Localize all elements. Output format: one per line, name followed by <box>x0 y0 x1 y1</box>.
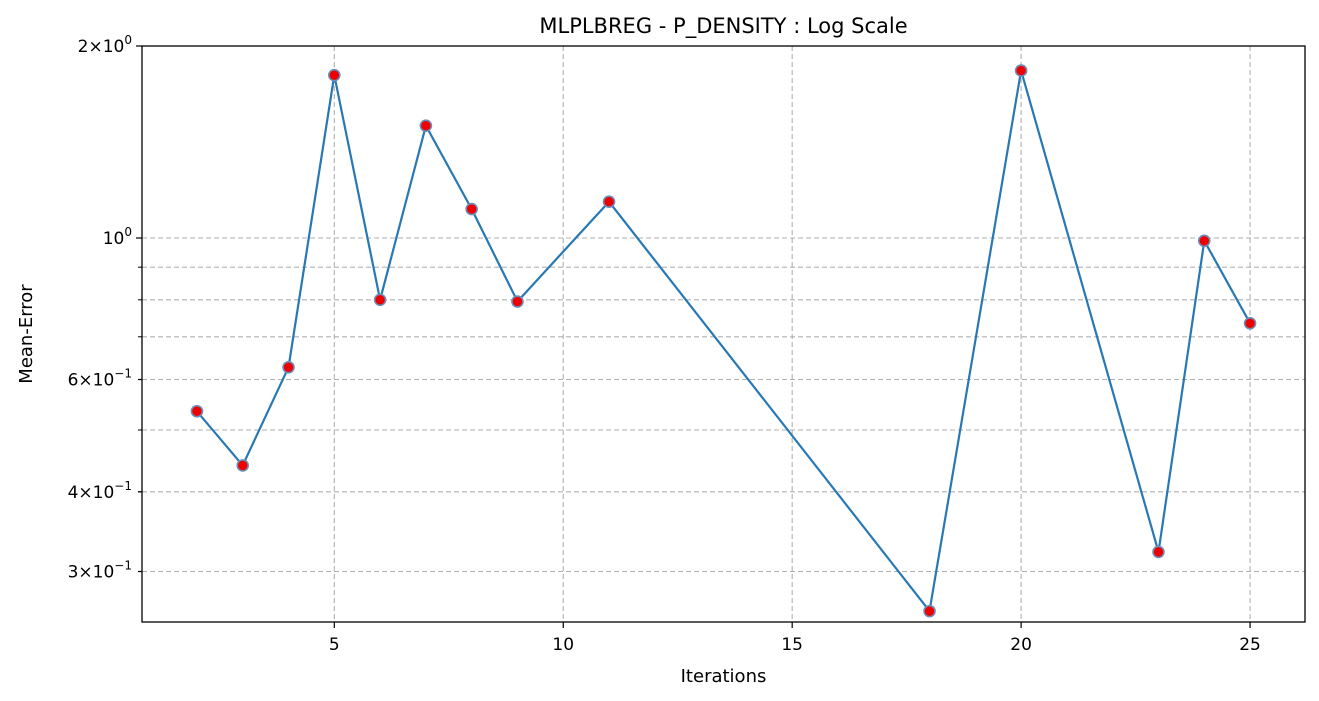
data-point <box>373 293 387 307</box>
data-point <box>923 604 936 618</box>
data-point <box>602 195 616 209</box>
x-tick-label: 5 <box>329 635 340 655</box>
y-axis-ticks: 100 2×100 3×10−1 4×10−1 6×10−1 <box>68 33 142 582</box>
data-point <box>236 459 250 472</box>
chart-title: MLPLBREG - P_DENSITY : Log Scale <box>539 14 907 39</box>
x-tick-label: 15 <box>781 635 803 655</box>
data-point <box>1152 545 1165 559</box>
y-tick-label: 3×10−1 <box>68 558 132 582</box>
data-point <box>511 295 524 308</box>
data-point <box>419 119 433 132</box>
y-tick-label: 100 <box>103 225 132 249</box>
series-line <box>196 69 1252 613</box>
x-axis-label: Iterations <box>681 666 767 687</box>
x-tick-label: 25 <box>1239 635 1261 655</box>
y-tick-label: 6×10−1 <box>68 366 132 390</box>
y-tick-label: 2×100 <box>78 33 132 57</box>
x-axis-ticks: 5 10 15 20 25 <box>329 622 1261 655</box>
grid <box>142 46 1305 622</box>
plot-frame <box>141 45 1306 623</box>
data-point <box>465 202 478 216</box>
data-point <box>328 68 341 82</box>
data-point <box>1243 316 1257 330</box>
y-tick-label: 4×10−1 <box>68 479 132 503</box>
data-point <box>1197 234 1211 248</box>
x-tick-label: 20 <box>1010 635 1032 655</box>
data-point <box>282 361 295 374</box>
data-point <box>1014 64 1028 77</box>
series-layer <box>190 64 1257 618</box>
y-axis-label: Mean-Error <box>16 284 37 384</box>
x-tick-label: 10 <box>552 635 574 655</box>
data-point <box>190 404 204 418</box>
